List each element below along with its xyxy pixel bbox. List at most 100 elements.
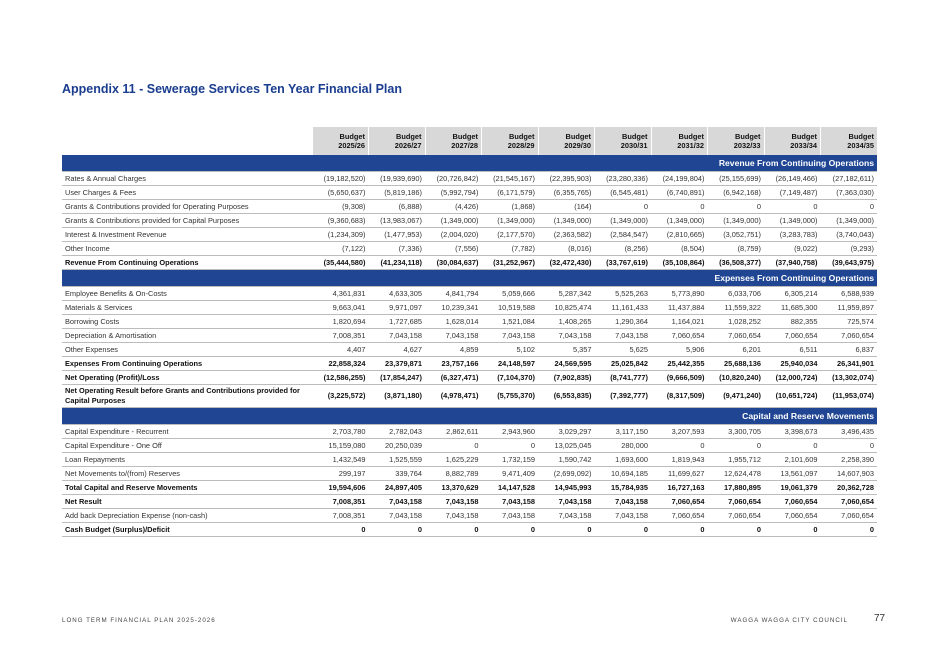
value-cell: (2,363,582)	[538, 227, 595, 242]
value-cell: 0	[425, 438, 482, 453]
row-label: Depreciation & Amortisation	[62, 328, 312, 343]
value-cell: 7,060,654	[651, 494, 708, 509]
value-cell: (2,004,020)	[425, 227, 482, 242]
value-cell: 7,060,654	[764, 328, 821, 343]
value-cell: (10,820,240)	[707, 370, 764, 385]
column-header: Budget 2031/32	[650, 127, 708, 155]
table-row: Borrowing Costs 1,820,694 1,727,685 1,628,0…	[62, 314, 877, 329]
row-label: Expenses From Continuing Operations	[62, 356, 312, 371]
value-cell: 0	[820, 522, 877, 537]
value-cell: 4,627	[368, 342, 425, 357]
value-cell: 3,117,150	[594, 424, 651, 439]
value-cell: 7,060,654	[764, 508, 821, 523]
value-cell: 4,361,831	[312, 286, 369, 301]
value-cell: 1,628,014	[425, 314, 482, 329]
value-cell: (10,651,724)	[764, 384, 821, 408]
value-cell: (12,000,724)	[764, 370, 821, 385]
page-number: 77	[874, 613, 886, 624]
value-cell: 3,029,297	[538, 424, 595, 439]
footer-organisation: WAGGA WAGGA CITY COUNCIL	[730, 617, 848, 624]
value-cell: 7,060,654	[820, 328, 877, 343]
value-cell: (9,308)	[312, 199, 369, 214]
value-cell: (6,171,579)	[481, 185, 538, 200]
value-cell: 5,906	[651, 342, 708, 357]
table-row: Depreciation & Amortisation 7,008,351 7,04…	[62, 328, 877, 343]
value-cell: 11,685,300	[764, 300, 821, 315]
value-cell: (164)	[538, 199, 595, 214]
value-cell: (8,016)	[538, 241, 595, 256]
value-cell: 20,250,039	[368, 438, 425, 453]
value-cell: (7,336)	[368, 241, 425, 256]
value-cell: (7,556)	[425, 241, 482, 256]
value-cell: 1,525,559	[368, 452, 425, 467]
value-cell: 7,043,158	[538, 328, 595, 343]
value-cell: (8,741,777)	[594, 370, 651, 385]
value-cell: (3,871,180)	[368, 384, 425, 408]
value-cell: 19,061,379	[764, 480, 821, 495]
value-cell: 1,727,685	[368, 314, 425, 329]
section-title: Revenue From Continuing Operations	[62, 155, 877, 172]
section-header-row: Expenses From Continuing Operations	[62, 269, 877, 287]
section-header-row: Revenue From Continuing Operations	[62, 155, 877, 172]
value-cell: 25,442,355	[651, 356, 708, 371]
value-cell: (9,471,240)	[707, 384, 764, 408]
value-cell: 26,341,901	[820, 356, 877, 371]
row-label: Loan Repayments	[62, 452, 312, 467]
value-cell: 1,432,549	[312, 452, 369, 467]
value-cell: 25,940,034	[764, 356, 821, 371]
table-header-row: Budget 2025/26 Budget 2026/27 Budget 2027/28 B…	[62, 127, 877, 155]
value-cell: 0	[707, 522, 764, 537]
value-cell: (2,584,547)	[594, 227, 651, 242]
value-cell: 7,008,351	[312, 494, 369, 509]
section-title: Capital and Reserve Movements	[62, 407, 877, 425]
value-cell: 5,625	[594, 342, 651, 357]
value-cell: 0	[820, 438, 877, 453]
value-cell: 6,201	[707, 342, 764, 357]
value-cell: (7,782)	[481, 241, 538, 256]
value-cell: 2,258,390	[820, 452, 877, 467]
value-cell: 0	[764, 438, 821, 453]
value-cell: 7,043,158	[538, 508, 595, 523]
value-cell: (1,349,000)	[651, 213, 708, 228]
table-row: Add back Depreciation Expense (non-cash)…	[62, 508, 877, 523]
row-label: Revenue From Continuing Operations	[62, 255, 312, 270]
table-row: Capital Expenditure - One Off 15,159,080 2…	[62, 438, 877, 453]
value-cell: 1,408,265	[538, 314, 595, 329]
value-cell: 299,197	[312, 466, 369, 481]
column-header-label: Budget	[339, 132, 365, 141]
value-cell: 6,837	[820, 342, 877, 357]
value-cell: 11,959,897	[820, 300, 877, 315]
value-cell: 24,897,405	[368, 480, 425, 495]
row-label: User Charges & Fees	[62, 185, 312, 200]
value-cell: 7,043,158	[368, 328, 425, 343]
value-cell: (5,755,370)	[481, 384, 538, 408]
row-label: Interest & Investment Revenue	[62, 227, 312, 242]
column-header: Budget 2032/33	[707, 127, 764, 155]
value-cell: 6,588,939	[820, 286, 877, 301]
value-cell: (7,122)	[312, 241, 369, 256]
value-cell: (9,360,683)	[312, 213, 369, 228]
value-cell: (31,252,967)	[481, 255, 538, 270]
value-cell: 9,971,097	[368, 300, 425, 315]
value-cell: (4,978,471)	[425, 384, 482, 408]
value-cell: (35,108,864)	[651, 255, 708, 270]
value-cell: (26,149,466)	[764, 171, 821, 186]
value-cell: 725,574	[820, 314, 877, 329]
value-cell: 7,060,654	[707, 494, 764, 509]
value-cell: (1,349,000)	[820, 213, 877, 228]
column-header-label: Budget	[791, 132, 817, 141]
value-cell: 1,625,229	[425, 452, 482, 467]
value-cell: 4,633,305	[368, 286, 425, 301]
value-cell: 7,060,654	[707, 508, 764, 523]
value-cell: 0	[764, 522, 821, 537]
value-cell: (25,155,699)	[707, 171, 764, 186]
value-cell: 7,043,158	[538, 494, 595, 509]
value-cell: 1,819,943	[651, 452, 708, 467]
column-header-label: Budget	[396, 132, 422, 141]
table-row: Materials & Services 9,663,041 9,971,097 10…	[62, 300, 877, 315]
value-cell: 4,841,794	[425, 286, 482, 301]
column-header-label: Budget	[565, 132, 591, 141]
value-cell: 0	[820, 199, 877, 214]
value-cell: (21,545,167)	[481, 171, 538, 186]
value-cell: (5,992,794)	[425, 185, 482, 200]
